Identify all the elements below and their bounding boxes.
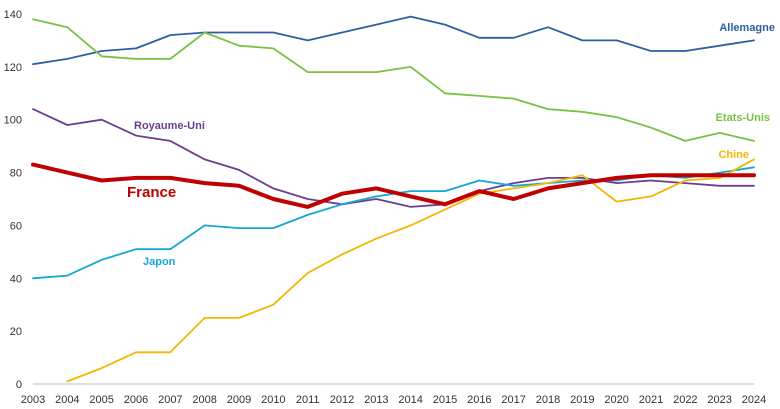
x-tick-label: 2022 [673, 394, 697, 406]
y-tick-label: 60 [10, 220, 22, 232]
x-tick-label: 2008 [192, 394, 216, 406]
series-line-allemagne [32, 15, 755, 66]
series-labels: Allemagne Etats-Unis Royaume-Uni Japon Chine… [127, 22, 775, 268]
y-tick-label: 120 [4, 62, 22, 74]
x-tick-label: 2015 [433, 394, 457, 406]
series-line-france [31, 162, 756, 209]
y-tick-label: 40 [10, 273, 22, 285]
x-tick-label: 2006 [124, 394, 148, 406]
x-tick-label: 2019 [570, 394, 594, 406]
x-tick-label: 2011 [296, 394, 320, 406]
x-tick-label: 2005 [89, 394, 113, 406]
series-lines [31, 15, 756, 383]
series-label-allemagne: Allemagne [719, 22, 775, 34]
x-tick-label: 2009 [227, 394, 251, 406]
x-tick-label: 2017 [501, 394, 525, 406]
y-tick-label: 140 [4, 9, 22, 21]
y-tick-label: 20 [10, 326, 22, 338]
series-label-japon: Japon [143, 256, 176, 268]
y-axis-ticks: 0 20 40 60 80 100 120 140 [4, 9, 22, 391]
x-tick-label: 2018 [536, 394, 560, 406]
x-tick-label: 2010 [261, 394, 285, 406]
x-tick-label: 2021 [639, 394, 663, 406]
x-tick-label: 2024 [742, 394, 766, 406]
x-tick-label: 2013 [364, 394, 388, 406]
series-label-royaume-uni: Royaume-Uni [134, 120, 205, 132]
x-tick-label: 2004 [55, 394, 79, 406]
series-line-royaume-uni [32, 108, 755, 208]
x-tick-label: 2003 [21, 394, 45, 406]
series-label-france: France [127, 184, 176, 201]
y-tick-label: 0 [16, 379, 22, 391]
y-tick-label: 100 [4, 115, 22, 127]
series-label-etats-unis: Etats-Unis [716, 112, 770, 124]
series-line-chine [66, 158, 755, 383]
series-label-chine: Chine [718, 149, 749, 161]
series-line-etats-unis [32, 18, 755, 142]
x-axis-ticks: 2003 2004 2005 2006 2007 2008 2009 2010 2011 2012… [21, 394, 766, 406]
x-tick-label: 2007 [158, 394, 182, 406]
y-tick-label: 80 [10, 168, 22, 180]
x-tick-label: 2016 [467, 394, 491, 406]
x-tick-label: 2014 [398, 394, 422, 406]
x-tick-label: 2012 [330, 394, 354, 406]
x-tick-label: 2020 [604, 394, 628, 406]
x-tick-label: 2023 [707, 394, 731, 406]
